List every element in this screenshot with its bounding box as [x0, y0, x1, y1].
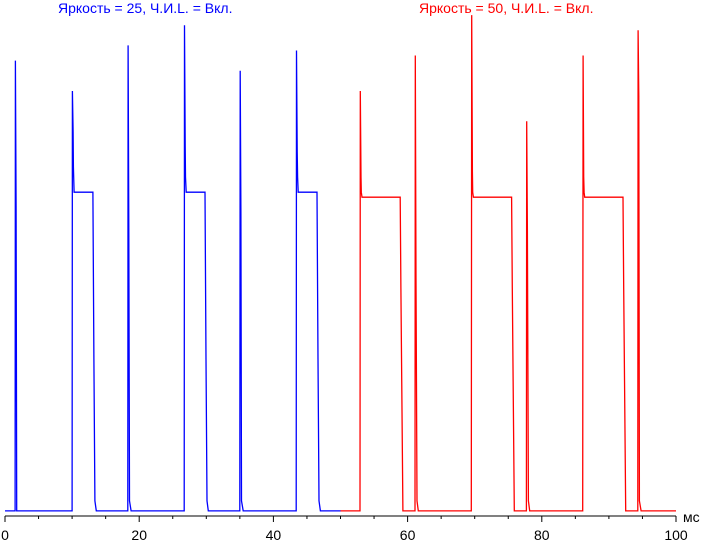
x-axis-ticks: 0 20 40 60 80 100 — [1, 516, 688, 543]
legend-series-1: Яркость = 25, Ч.И.L. = Вкл. — [58, 0, 233, 16]
x-tick-label: 0 — [1, 527, 9, 543]
series-line-1 — [5, 25, 341, 512]
series-line-2 — [340, 15, 676, 512]
series-layer — [5, 15, 676, 512]
x-tick-label: 100 — [664, 527, 688, 543]
x-tick-label: 40 — [266, 527, 282, 543]
x-tick-label: 80 — [534, 527, 550, 543]
x-tick-label: 60 — [400, 527, 416, 543]
legend-series-2: Яркость = 50, Ч.И.L. = Вкл. — [419, 0, 594, 16]
x-tick-label: 20 — [131, 527, 147, 543]
x-axis-label: мс — [683, 509, 700, 525]
